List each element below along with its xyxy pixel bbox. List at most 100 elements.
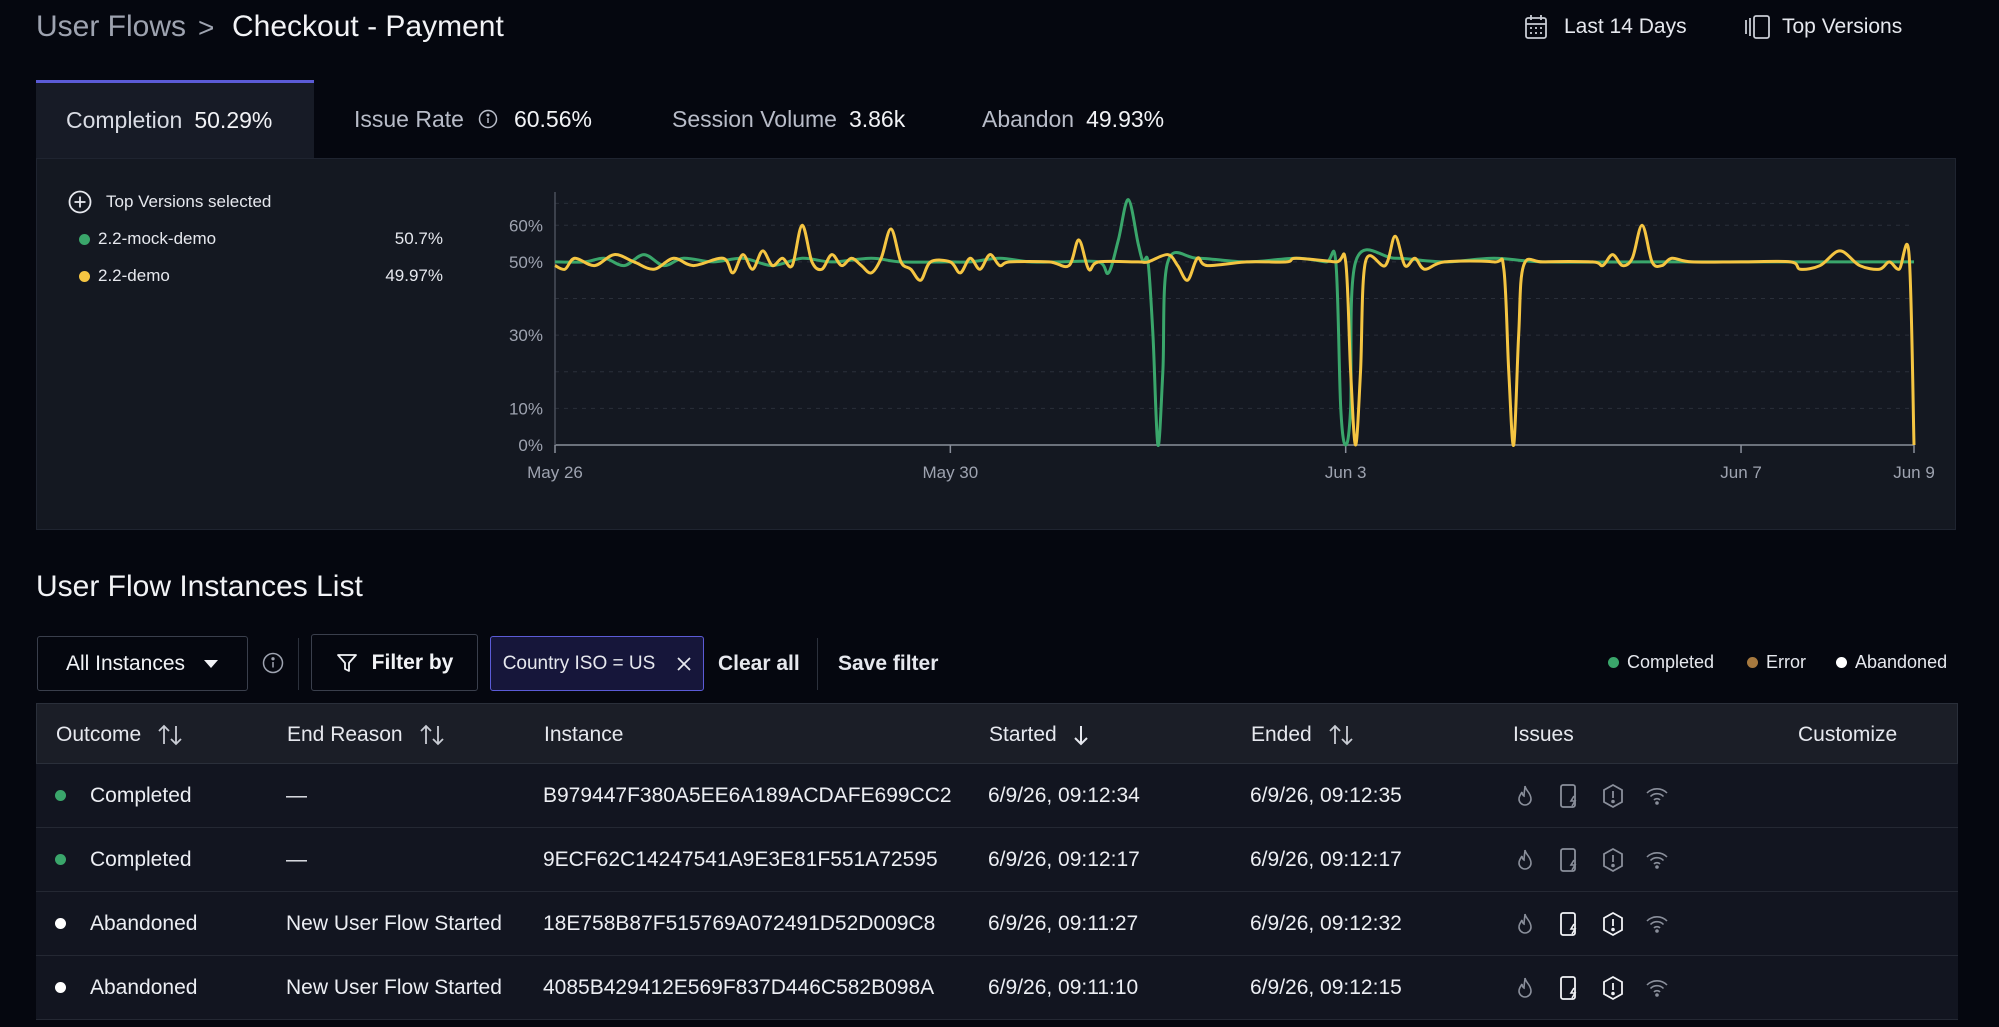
breadcrumb-user-flows[interactable]: User Flows bbox=[36, 10, 187, 43]
flame-icon[interactable] bbox=[1512, 975, 1538, 1001]
legend-item-mock-demo[interactable]: 2.2-mock-demo 50.7% bbox=[79, 229, 443, 249]
page-title: Checkout - Payment bbox=[232, 10, 504, 43]
sort-descending-icon[interactable] bbox=[1071, 723, 1091, 747]
device-crash-icon[interactable] bbox=[1556, 847, 1582, 873]
flame-icon[interactable] bbox=[1512, 911, 1538, 937]
tab-issue-rate-label: Issue Rate bbox=[354, 105, 464, 132]
error-octagon-icon[interactable] bbox=[1600, 911, 1626, 937]
tab-issue-rate-value: 60.56% bbox=[513, 105, 592, 132]
tab-completion-label: Completion bbox=[66, 107, 183, 133]
device-crash-icon[interactable] bbox=[1556, 783, 1582, 809]
network-icon[interactable] bbox=[1644, 911, 1670, 937]
y-tick-label: 50% bbox=[509, 253, 543, 272]
legend-dot bbox=[79, 270, 90, 282]
device-crash-icon[interactable] bbox=[1556, 975, 1582, 1001]
filter-icon bbox=[336, 653, 357, 672]
network-icon[interactable] bbox=[1644, 847, 1670, 873]
table-header: Outcome End Reason Instance Started Ende… bbox=[36, 703, 1958, 764]
tab-session-volume-value: 3.86k bbox=[848, 105, 906, 132]
y-tick-label: 0% bbox=[518, 436, 543, 455]
top-versions-selector[interactable]: Top Versions selected bbox=[68, 190, 271, 214]
outcome-label: Abandoned bbox=[90, 975, 198, 999]
info-icon[interactable] bbox=[262, 652, 284, 674]
column-instance: Instance bbox=[544, 704, 623, 765]
flame-icon[interactable] bbox=[1512, 783, 1538, 809]
table-row[interactable]: Abandoned New User Flow Started 4085B429… bbox=[36, 956, 1958, 1020]
sort-icon[interactable] bbox=[417, 723, 447, 747]
error-octagon-icon[interactable] bbox=[1600, 783, 1626, 809]
column-ended[interactable]: Ended bbox=[1251, 704, 1356, 765]
table-body: Completed — B979447F380A5EE6A189ACDAFE69… bbox=[36, 764, 1958, 1020]
tab-abandon-value: 49.93% bbox=[1086, 105, 1165, 132]
device-crash-icon[interactable] bbox=[1556, 911, 1582, 937]
instance-id-cell[interactable]: 4085B429412E569F837D446C582B098A bbox=[543, 975, 935, 999]
error-octagon-icon[interactable] bbox=[1600, 847, 1626, 873]
status-dot bbox=[1836, 657, 1847, 668]
tab-session-volume[interactable]: Session Volume 3.86k bbox=[634, 80, 952, 158]
date-range-label: Last 14 Days bbox=[1564, 15, 1687, 38]
save-filter-button[interactable]: Save filter bbox=[838, 651, 939, 675]
clear-all-button[interactable]: Clear all bbox=[718, 651, 800, 675]
filter-by-button[interactable]: Filter by bbox=[311, 634, 478, 691]
status-legend-completed: Completed bbox=[1608, 652, 1714, 673]
x-tick-label: Jun 7 bbox=[1720, 463, 1762, 482]
instance-id-cell[interactable]: 18E758B87F515769A072491D52D009C8 bbox=[543, 911, 936, 935]
metric-tabs: Completion 50.29% Issue Rate 60.56% Sess… bbox=[36, 80, 1212, 158]
series-line-2.2-mock-demo bbox=[554, 198, 1914, 447]
instance-id-cell[interactable]: 9ECF62C14247541A9E3E81F551A72595 bbox=[543, 847, 938, 871]
network-icon[interactable] bbox=[1644, 975, 1670, 1001]
end-reason-cell: — bbox=[286, 783, 307, 807]
sort-icon[interactable] bbox=[155, 723, 185, 747]
outcome-dot bbox=[55, 854, 66, 865]
caret-down-icon bbox=[204, 659, 219, 668]
active-filter-label: Country ISO = US bbox=[502, 652, 656, 674]
network-icon[interactable] bbox=[1644, 783, 1670, 809]
x-tick-label: Jun 3 bbox=[1325, 463, 1367, 482]
table-row[interactable]: Completed — B979447F380A5EE6A189ACDAFE69… bbox=[36, 764, 1958, 828]
end-reason-cell: New User Flow Started bbox=[286, 911, 502, 935]
column-started[interactable]: Started bbox=[989, 704, 1091, 765]
table-row[interactable]: Completed — 9ECF62C14247541A9E3E81F551A7… bbox=[36, 828, 1958, 892]
outcome-dot bbox=[55, 918, 66, 929]
table-row[interactable]: Abandoned New User Flow Started 18E758B8… bbox=[36, 892, 1958, 956]
legend-item-demo[interactable]: 2.2-demo 49.97% bbox=[79, 266, 443, 286]
outcome-dot bbox=[55, 790, 66, 801]
tab-session-volume-label: Session Volume bbox=[672, 105, 837, 132]
sort-icon[interactable] bbox=[1326, 723, 1356, 747]
close-icon[interactable] bbox=[677, 656, 691, 671]
column-outcome-label: Outcome bbox=[56, 722, 142, 746]
list-title: User Flow Instances List bbox=[36, 570, 363, 603]
issues-cell bbox=[1512, 892, 1670, 955]
instance-id-cell[interactable]: B979447F380A5EE6A189ACDAFE699CC2 bbox=[543, 783, 952, 807]
status-legend-label: Error bbox=[1766, 652, 1806, 672]
tab-issue-rate[interactable]: Issue Rate 60.56% bbox=[314, 80, 634, 158]
add-circle-icon bbox=[68, 190, 92, 214]
status-legend-label: Abandoned bbox=[1855, 652, 1948, 672]
column-outcome[interactable]: Outcome bbox=[56, 704, 185, 765]
breadcrumb-separator: > bbox=[198, 12, 215, 43]
outcome-label: Completed bbox=[90, 783, 192, 807]
column-end-reason[interactable]: End Reason bbox=[287, 704, 447, 765]
error-octagon-icon[interactable] bbox=[1600, 975, 1626, 1001]
y-tick-label: 10% bbox=[509, 399, 543, 418]
customize-columns-button[interactable]: Customize bbox=[1798, 704, 1897, 765]
active-filter-chip[interactable]: Country ISO = US bbox=[490, 636, 704, 691]
legend-dot bbox=[79, 233, 90, 245]
y-tick-label: 60% bbox=[509, 216, 543, 235]
info-icon[interactable] bbox=[478, 109, 498, 129]
status-legend-abandoned: Abandoned bbox=[1836, 652, 1947, 673]
all-instances-label: All Instances bbox=[65, 651, 186, 675]
status-dot bbox=[1747, 657, 1758, 668]
toolbar-divider bbox=[817, 638, 818, 690]
x-tick-label: Jun 9 bbox=[1893, 463, 1935, 482]
date-range-button[interactable]: Last 14 Days bbox=[1524, 14, 1687, 40]
all-instances-select[interactable]: All Instances bbox=[37, 636, 248, 691]
ended-cell: 6/9/26, 09:12:35 bbox=[1250, 783, 1402, 807]
device-versions-icon bbox=[1745, 15, 1770, 39]
tab-completion-value: 50.29% bbox=[194, 107, 273, 133]
flame-icon[interactable] bbox=[1512, 847, 1538, 873]
top-versions-button[interactable]: Top Versions bbox=[1744, 14, 1902, 40]
tab-completion[interactable]: Completion 50.29% bbox=[36, 80, 314, 158]
issues-cell bbox=[1512, 764, 1670, 827]
tab-abandon[interactable]: Abandon 49.93% bbox=[952, 80, 1212, 158]
